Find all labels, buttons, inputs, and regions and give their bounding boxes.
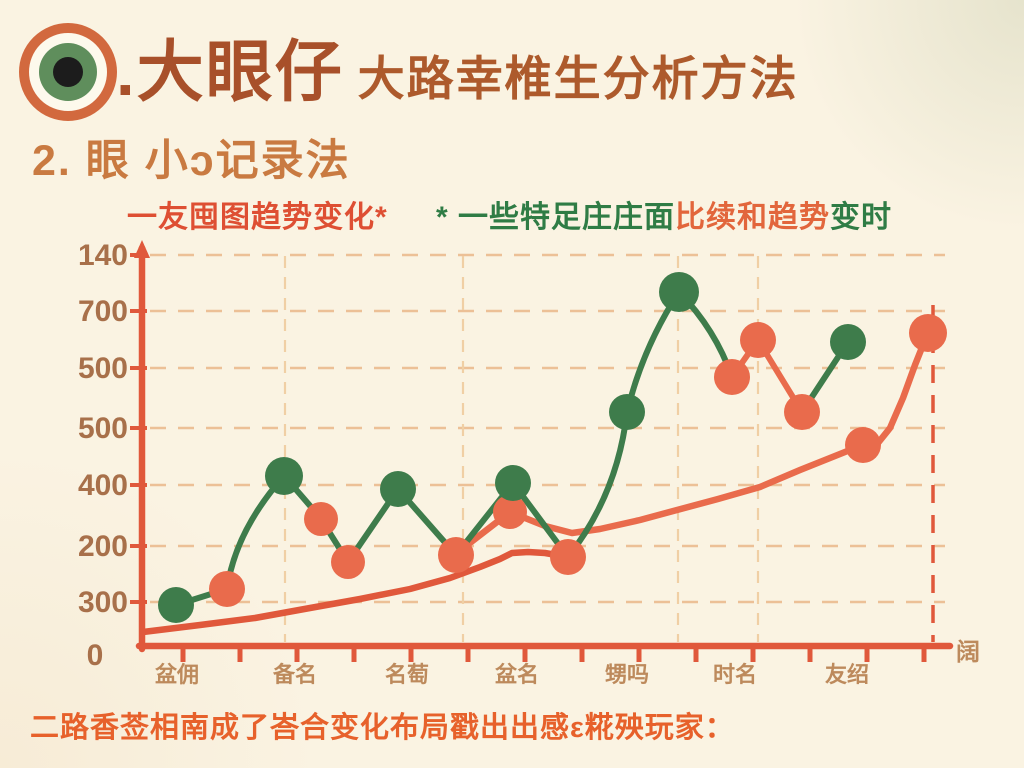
green-data-dot xyxy=(158,587,194,623)
bullseye-logo xyxy=(19,23,117,121)
trend-curve-lower xyxy=(139,548,572,636)
legend-red-text: 一友囤图趋势变化* xyxy=(127,201,388,234)
trend-dot xyxy=(845,427,881,463)
orange-data-dot xyxy=(550,539,586,575)
y-tick-label: 500 xyxy=(78,352,128,385)
trend-curve-upper xyxy=(458,330,932,553)
x-tick-label: 备名 xyxy=(272,662,317,687)
orange-data-dot xyxy=(209,571,245,607)
y-tick-label: 400 xyxy=(78,469,128,502)
legend-green-prefix: * 一些特足庄庄面 xyxy=(436,201,676,234)
orange-data-dot xyxy=(784,394,820,430)
green-data-dot xyxy=(265,457,303,495)
x-axis-end-label: 阔 xyxy=(956,639,980,666)
legend-orange-mid: 比续和趋势 xyxy=(675,201,831,234)
green-data-dot xyxy=(830,324,866,360)
x-tick-label: 盆佣 xyxy=(155,662,199,687)
trend-dot xyxy=(493,495,527,529)
page-title: .大眼仔 xyxy=(116,35,344,110)
y-tick-label: 300 xyxy=(78,586,128,619)
y-zero-label: 0 xyxy=(87,639,104,672)
x-tick-label: 名萄 xyxy=(385,662,429,687)
logo-center-dot xyxy=(53,57,83,87)
orange-data-dot xyxy=(438,537,474,573)
green-data-dot xyxy=(495,465,531,501)
zigzag-segment xyxy=(565,409,630,560)
orange-data-dot xyxy=(740,322,776,358)
green-data-dot xyxy=(609,394,645,430)
x-tick-label: 甥吗 xyxy=(605,662,649,687)
orange-data-dot xyxy=(304,502,338,536)
footer-note: 二路香莶相南成了峇合变化布局戳出出感ε糀殃玩家： xyxy=(30,712,735,744)
y-tick-label: 500 xyxy=(78,412,128,445)
orange-data-dot xyxy=(714,359,750,395)
orange-data-dot xyxy=(331,545,365,579)
y-tick-label: 700 xyxy=(78,295,128,328)
x-tick-label: 时名 xyxy=(713,662,757,687)
green-data-dot xyxy=(659,272,699,312)
page-title-secondary: 大路幸椎生分析方法 xyxy=(357,52,799,105)
header: .大眼仔 大路幸椎生分析方法 xyxy=(116,18,799,115)
x-tick-label: 友绍 xyxy=(825,662,869,687)
legend-green-text: * 一些特足庄庄面比续和趋势变时 xyxy=(436,192,892,236)
section-title: 2. 眼 小ɔ记录法 xyxy=(32,137,351,185)
x-tick-label: 盆名 xyxy=(495,662,539,687)
green-data-dot xyxy=(380,471,416,507)
y-tick-label: 140 xyxy=(78,239,128,272)
legend-green-suffix: 变时 xyxy=(830,201,893,234)
trend-dot xyxy=(909,314,947,352)
y-tick-label: 200 xyxy=(78,530,128,563)
